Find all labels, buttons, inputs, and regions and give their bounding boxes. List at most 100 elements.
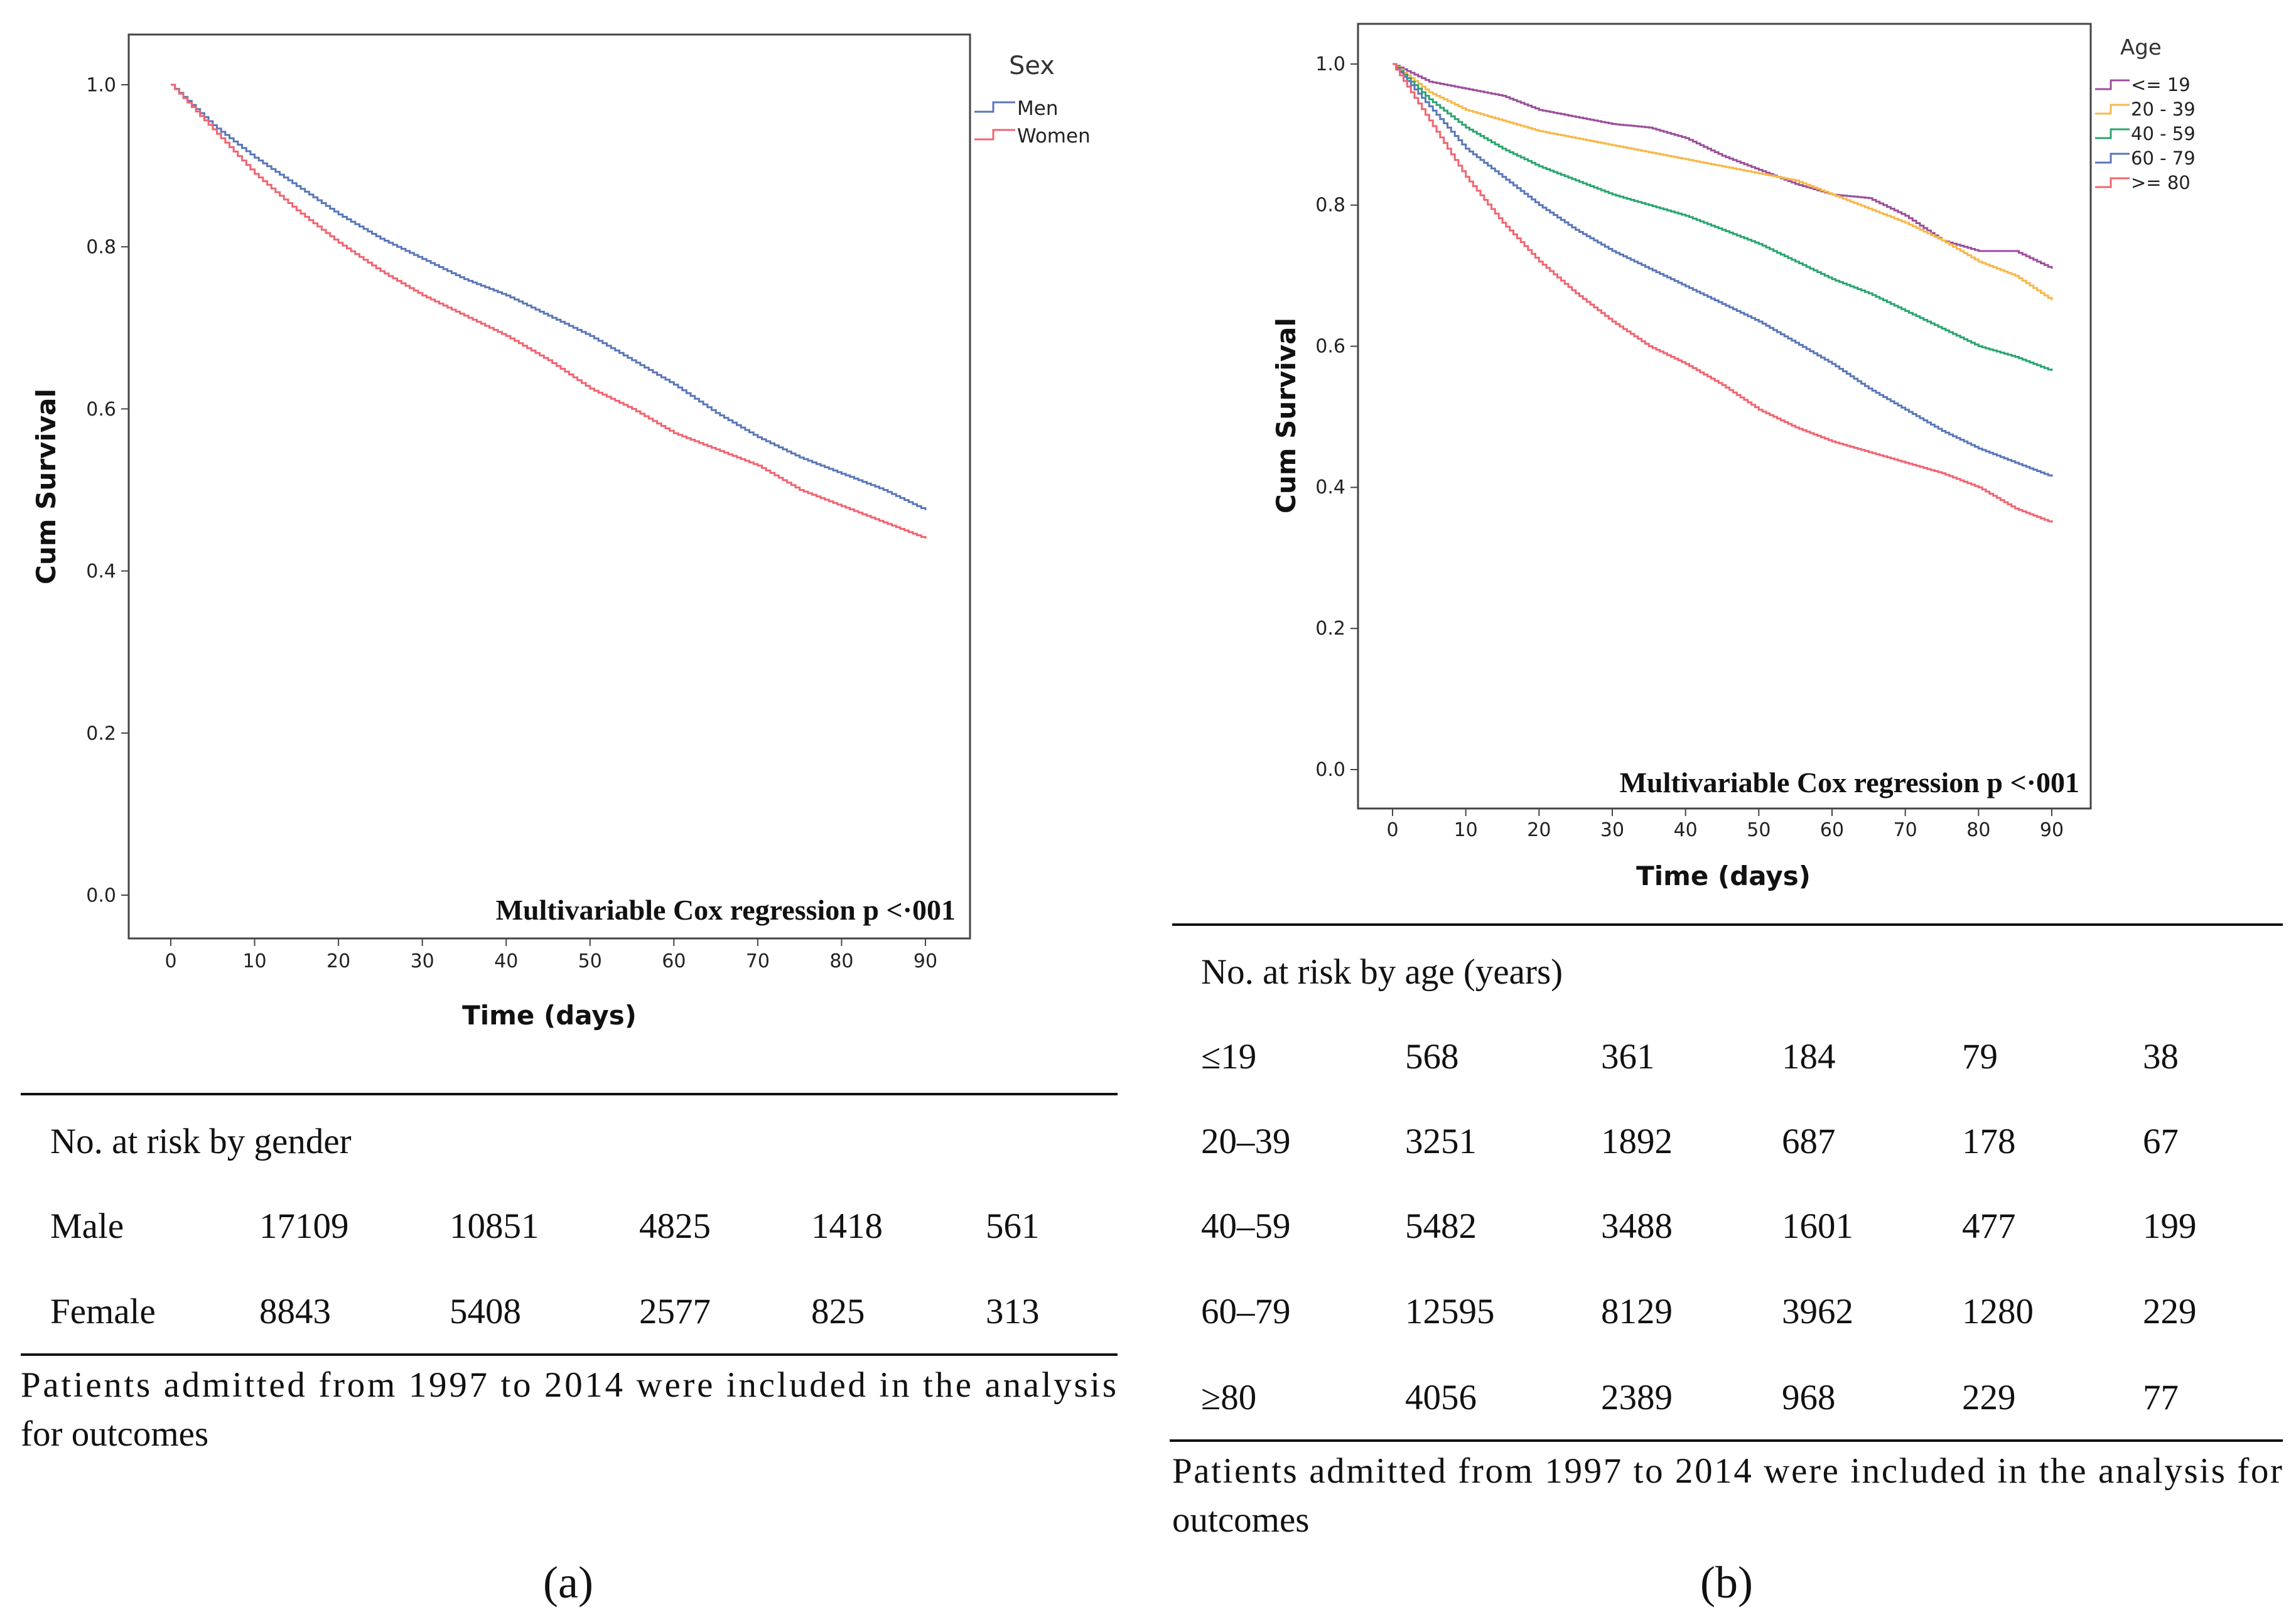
legend-label-men: Men	[1017, 97, 1058, 120]
table-cell: 2389	[1601, 1378, 1673, 1417]
table-b-header: No. at risk by age (years)	[1201, 952, 1563, 992]
table-b-row-label: ≥80	[1201, 1378, 1256, 1417]
x-tick-label: 60	[1820, 819, 1844, 841]
chart-a-xlabel: Time (days)	[462, 1000, 637, 1031]
chart-a-axis-ticks	[121, 84, 926, 946]
table-b-row-label: 60–79	[1201, 1292, 1291, 1331]
y-tick-label: 0.8	[86, 237, 116, 259]
table-cell: 3962	[1782, 1292, 1853, 1331]
chart-b-ylabel: Cum Survival	[1271, 318, 1302, 513]
chart-b-axis-ticks	[1350, 63, 2052, 816]
table-b-note: outcomes	[1172, 1500, 1309, 1540]
legend-swatch-men	[974, 101, 1015, 113]
table-row: 20–39 3251 1892 687 178 67	[1201, 1122, 2179, 1161]
panel-label-b: (b)	[1700, 1557, 1753, 1608]
table-b-note: Patients admitted from 1997 to 2014 were…	[1172, 1451, 2282, 1491]
chart-b-xlabel: Time (days)	[1636, 861, 1811, 891]
chart-b-series	[1393, 63, 2053, 523]
table-row: Male 17109 10851 4825 1418 561	[50, 1206, 1040, 1246]
chart-a-frame	[127, 33, 971, 940]
legend-swatch-40-59	[2095, 128, 2130, 139]
table-cell: 2577	[639, 1292, 711, 1331]
legend-label-40-59: 40 - 59	[2131, 123, 2196, 144]
chart-a-legend-title: Sex	[1009, 51, 1055, 80]
y-tick-label: 0.4	[86, 561, 116, 583]
y-tick-label: 0.4	[1315, 476, 1345, 498]
legend-swatch-60-79	[2095, 153, 2130, 164]
chart-b-y-tick-labels: 0.0 0.2 0.4 0.6 0.8 1.0	[1315, 53, 1345, 781]
table-cell: 825	[811, 1292, 865, 1331]
table-cell: 8129	[1601, 1292, 1673, 1331]
table-cell: 4825	[639, 1206, 711, 1246]
table-cell: 229	[1962, 1378, 2016, 1417]
table-cell: 17109	[259, 1206, 349, 1246]
table-row: 60–79 12595 8129 3962 1280 229	[1201, 1292, 2197, 1331]
table-cell: 1418	[811, 1206, 883, 1246]
table-a-note: Patients admitted from 1997 to 2014 were…	[21, 1365, 1116, 1405]
table-cell: 178	[1962, 1122, 2016, 1161]
chart-b-legend: Age <= 19 20 - 39 40 - 59 60 - 79 >= 80	[2095, 35, 2196, 193]
x-tick-label: 60	[662, 950, 686, 972]
series-line-60-79	[1393, 63, 2053, 477]
table-row: 40–59 5482 3488 1601 477 199	[1201, 1206, 2197, 1246]
x-tick-label: 30	[1600, 819, 1624, 841]
x-tick-label: 70	[1894, 819, 1917, 841]
x-tick-label: 20	[326, 950, 350, 972]
table-a-row-label: Female	[50, 1292, 156, 1331]
table-cell: 184	[1782, 1037, 1836, 1077]
legend-label-60-79: 60 - 79	[2131, 148, 2196, 169]
chart-b-annotation: Multivariable Cox regression p <·001	[1620, 766, 2079, 798]
table-cell: 67	[2143, 1122, 2179, 1161]
series-line-19	[1393, 63, 2053, 269]
table-a-header: No. at risk by gender	[50, 1122, 352, 1161]
legend-label-20-39: 20 - 39	[2131, 99, 2196, 120]
x-tick-label: 30	[411, 950, 434, 972]
chart-a-y-tick-labels: 0.0 0.2 0.4 0.6 0.8 1.0	[86, 75, 116, 907]
x-tick-label: 20	[1527, 819, 1551, 841]
x-tick-label: 10	[1454, 819, 1478, 841]
table-row: ≥80 4056 2389 968 229 77	[1201, 1378, 2179, 1417]
x-tick-label: 40	[1674, 819, 1698, 841]
y-tick-label: 0.8	[1315, 195, 1345, 217]
table-cell: 3488	[1601, 1206, 1673, 1246]
table-cell: 968	[1782, 1378, 1836, 1417]
table-row: Female 8843 5408 2577 825 313	[50, 1292, 1040, 1331]
y-tick-label: 0.2	[1315, 618, 1345, 640]
x-tick-label: 70	[746, 950, 770, 972]
series-line-women	[171, 83, 927, 539]
table-cell: 1892	[1601, 1122, 1673, 1161]
series-line-20-39	[1393, 63, 2053, 301]
table-cell: 4056	[1405, 1378, 1477, 1417]
chart-a-annotation: Multivariable Cox regression p <·001	[496, 894, 956, 926]
x-tick-label: 80	[1966, 819, 1990, 841]
table-cell: 8843	[259, 1292, 331, 1331]
table-a-note: for outcomes	[21, 1414, 208, 1454]
legend-swatch-ge80	[2095, 177, 2130, 188]
table-a-row-label: Male	[50, 1206, 124, 1246]
x-tick-label: 50	[1747, 819, 1771, 841]
chart-a-series	[171, 83, 927, 539]
legend-label-le19: <= 19	[2131, 74, 2191, 95]
x-tick-label: 10	[242, 950, 266, 972]
table-cell: 3251	[1405, 1122, 1477, 1161]
table-cell: 77	[2143, 1378, 2179, 1417]
y-tick-label: 0.6	[1315, 335, 1345, 357]
table-cell: 38	[2143, 1037, 2179, 1077]
table-b: No. at risk by age (years) ≤19 568 361 1…	[1170, 923, 2283, 1608]
table-cell: 79	[1962, 1037, 1998, 1077]
y-tick-label: 0.6	[86, 399, 116, 421]
chart-b-frame	[1357, 23, 2092, 810]
x-tick-label: 50	[578, 950, 602, 972]
table-cell: 568	[1405, 1037, 1459, 1077]
table-cell: 1601	[1782, 1206, 1853, 1246]
table-cell: 199	[2143, 1206, 2197, 1246]
legend-label-women: Women	[1017, 125, 1091, 148]
table-cell: 361	[1601, 1037, 1655, 1077]
y-tick-label: 0.0	[86, 885, 116, 907]
x-tick-label: 0	[1386, 819, 1398, 841]
table-b-row-label: 40–59	[1201, 1206, 1291, 1246]
table-cell: 229	[2143, 1292, 2197, 1331]
table-cell: 12595	[1405, 1292, 1495, 1331]
y-tick-label: 1.0	[1315, 53, 1345, 75]
